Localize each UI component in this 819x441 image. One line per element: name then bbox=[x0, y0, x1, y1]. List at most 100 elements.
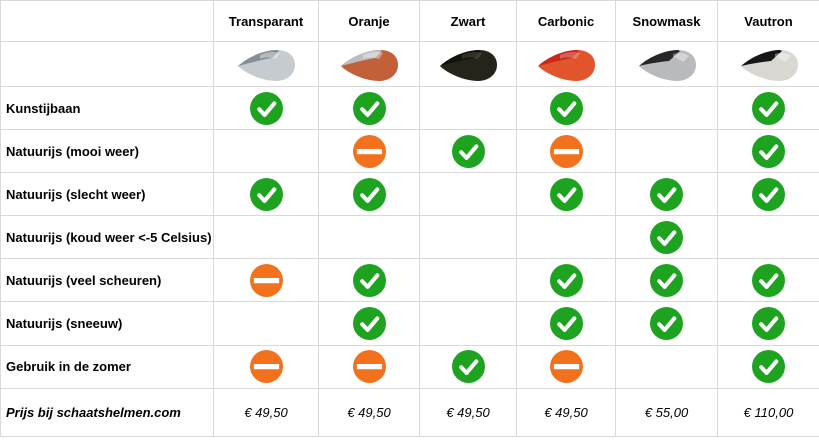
table-cell bbox=[717, 172, 819, 217]
check-icon bbox=[451, 134, 485, 168]
row-label: Natuurijs (mooi weer) bbox=[0, 129, 214, 174]
visor-image-zwart bbox=[440, 49, 497, 81]
check-icon bbox=[752, 134, 785, 168]
column-header-transparant: Transparant bbox=[213, 0, 319, 42]
check-icon bbox=[352, 91, 386, 125]
row-label: Natuurijs (koud weer <-5 Celsius) bbox=[0, 215, 214, 260]
check-icon bbox=[451, 350, 485, 384]
table-cell bbox=[717, 85, 819, 131]
column-header-zwart: Zwart bbox=[419, 0, 517, 42]
table-cell bbox=[318, 344, 420, 389]
table-cell bbox=[717, 344, 819, 389]
check-icon bbox=[352, 263, 386, 297]
table-cell bbox=[615, 301, 718, 346]
table-row-natuurijs-slecht-weer: Natuurijs (slecht weer) bbox=[0, 172, 819, 217]
table-cell bbox=[213, 301, 319, 346]
product-image-row bbox=[0, 41, 819, 87]
table-cell bbox=[516, 215, 616, 260]
check-icon bbox=[352, 307, 386, 341]
row-label: Gebruik in de zomer bbox=[0, 344, 214, 389]
table-cell bbox=[419, 215, 517, 260]
check-icon bbox=[752, 350, 785, 384]
table-row-natuurijs-mooi-weer: Natuurijs (mooi weer) bbox=[0, 129, 819, 174]
table-cell bbox=[615, 129, 718, 174]
column-header-vautron: Vautron bbox=[717, 0, 819, 42]
table-cell bbox=[213, 129, 319, 174]
table-row-gebruik-in-de-zomer: Gebruik in de zomer bbox=[0, 344, 819, 389]
table-cell bbox=[213, 258, 319, 303]
table-cell bbox=[615, 85, 718, 131]
row-label: Natuurijs (slecht weer) bbox=[0, 172, 214, 217]
no-entry-icon bbox=[352, 134, 386, 168]
table-row-natuurijs-sneeuw: Natuurijs (sneeuw) bbox=[0, 301, 819, 346]
no-entry-icon bbox=[249, 350, 283, 384]
table-cell bbox=[213, 172, 319, 217]
check-icon bbox=[650, 263, 683, 297]
table-cell bbox=[516, 85, 616, 131]
table-cell bbox=[419, 301, 517, 346]
table-cell bbox=[318, 258, 420, 303]
check-icon bbox=[650, 177, 683, 211]
row-label: Natuurijs (veel scheuren) bbox=[0, 258, 214, 303]
visor-image-transparant bbox=[238, 49, 295, 81]
price-value-transparant: € 49,50 bbox=[213, 387, 319, 438]
check-icon bbox=[249, 91, 283, 125]
visor-image-carbonic bbox=[538, 49, 595, 81]
table-cell bbox=[419, 172, 517, 217]
image-row-label-cell bbox=[0, 41, 214, 87]
table-cell bbox=[318, 301, 420, 346]
check-icon bbox=[549, 263, 583, 297]
price-value-vautron: € 110,00 bbox=[717, 387, 819, 438]
table-cell bbox=[516, 172, 616, 217]
visor-image-oranje bbox=[341, 49, 398, 81]
table-row-kunstijbaan: Kunstijbaan bbox=[0, 85, 819, 131]
table-cell bbox=[717, 129, 819, 174]
table-cell bbox=[615, 258, 718, 303]
check-icon bbox=[752, 263, 785, 297]
check-icon bbox=[752, 91, 785, 125]
check-icon bbox=[249, 177, 283, 211]
table-cell bbox=[615, 344, 718, 389]
table-cell bbox=[516, 129, 616, 174]
no-entry-icon bbox=[549, 134, 583, 168]
no-entry-icon bbox=[549, 350, 583, 384]
table-row-natuurijs-koud-weer: Natuurijs (koud weer <-5 Celsius) bbox=[0, 215, 819, 260]
check-icon bbox=[549, 307, 583, 341]
table-cell bbox=[213, 85, 319, 131]
table-cell bbox=[516, 344, 616, 389]
table-cell bbox=[318, 172, 420, 217]
no-entry-icon bbox=[352, 350, 386, 384]
check-icon bbox=[752, 307, 785, 341]
visor-image-vautron bbox=[740, 49, 798, 81]
price-value-carbonic: € 49,50 bbox=[516, 387, 616, 438]
row-label: Kunstijbaan bbox=[0, 85, 214, 131]
table-cell bbox=[419, 129, 517, 174]
no-entry-icon bbox=[249, 263, 283, 297]
price-value-oranje: € 49,50 bbox=[318, 387, 420, 438]
table-cell bbox=[516, 301, 616, 346]
check-icon bbox=[650, 307, 683, 341]
table-cell bbox=[419, 344, 517, 389]
check-icon bbox=[549, 177, 583, 211]
price-row: Prijs bij schaatshelmen.com € 49,50 € 49… bbox=[0, 387, 819, 438]
column-header-snowmask: Snowmask bbox=[615, 0, 718, 42]
table-cell bbox=[717, 215, 819, 260]
table-cell bbox=[615, 215, 718, 260]
price-value-snowmask: € 55,00 bbox=[615, 387, 718, 438]
table-cell bbox=[615, 172, 718, 217]
column-header-oranje: Oranje bbox=[318, 0, 420, 42]
header-row: Transparant Oranje Zwart Carbonic Snowma… bbox=[0, 0, 819, 42]
table-cell bbox=[516, 258, 616, 303]
table-row-natuurijs-veel-scheuren: Natuurijs (veel scheuren) bbox=[0, 258, 819, 303]
table-cell bbox=[717, 258, 819, 303]
check-icon bbox=[752, 177, 785, 211]
price-value-zwart: € 49,50 bbox=[419, 387, 517, 438]
price-row-label: Prijs bij schaatshelmen.com bbox=[0, 387, 214, 438]
table-cell bbox=[419, 85, 517, 131]
check-icon bbox=[352, 177, 386, 211]
table-cell bbox=[318, 85, 420, 131]
visor-image-snowmask bbox=[638, 49, 696, 81]
table-cell bbox=[213, 344, 319, 389]
table-cell bbox=[419, 258, 517, 303]
